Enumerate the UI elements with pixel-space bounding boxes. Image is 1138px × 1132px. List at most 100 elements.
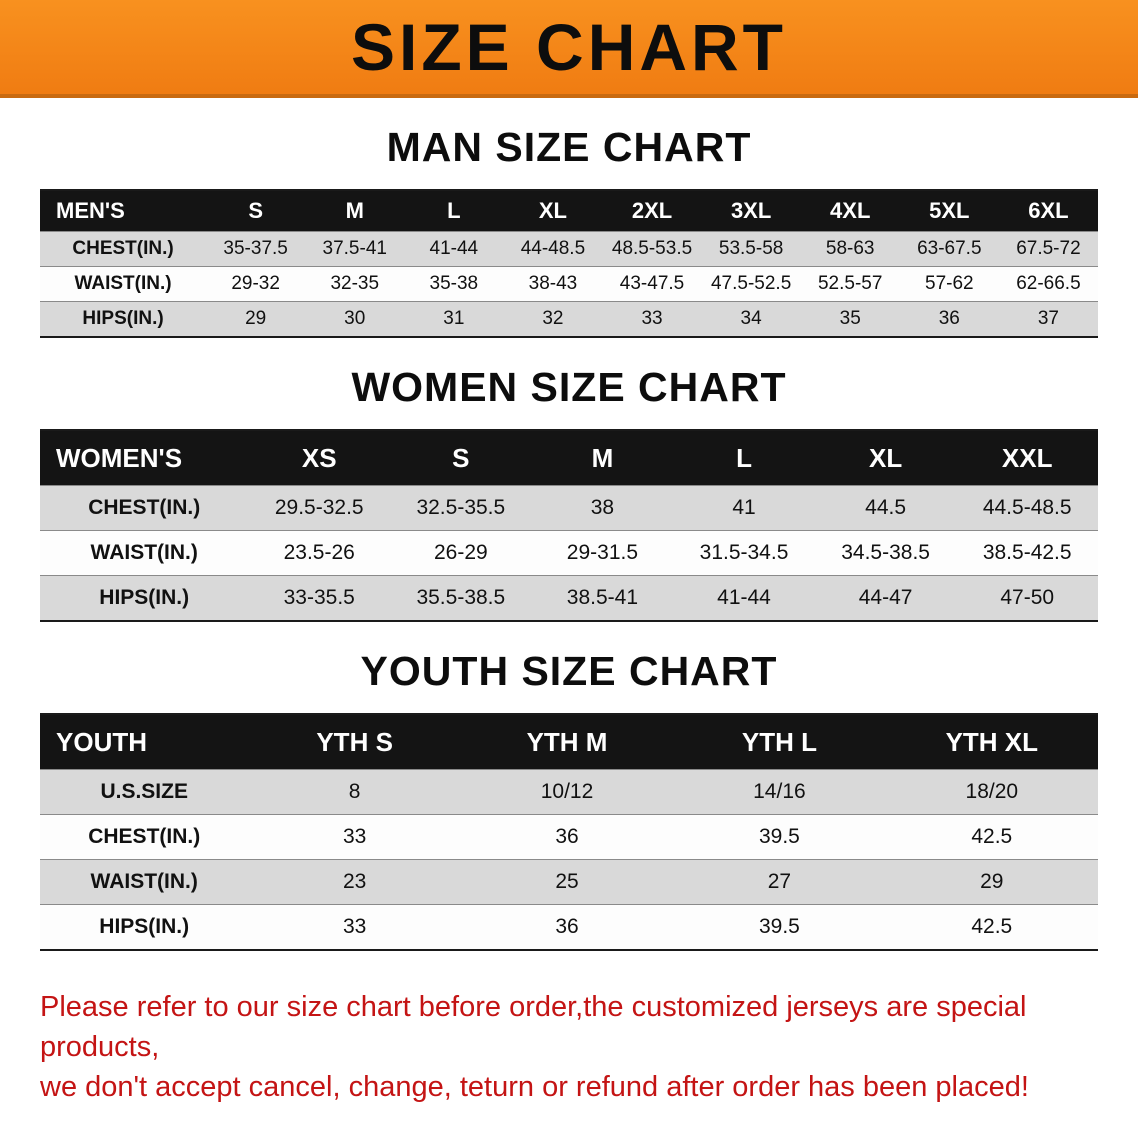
column-header: XL — [503, 190, 603, 232]
table-row: CHEST(IN.) 29.5-32.5 32.5-35.5 38 41 44.5 44.5… — [40, 485, 1098, 531]
table-cell: 33 — [248, 814, 461, 860]
disclaimer-text: Please refer to our size chart before or… — [40, 987, 1098, 1107]
table-cell: 47-50 — [956, 575, 1098, 621]
youth-size-chart-heading: YOUTH SIZE CHART — [360, 648, 778, 694]
table-cell: 58-63 — [800, 231, 900, 267]
table-cell: 27 — [673, 859, 886, 905]
table-cell: 35-38 — [404, 266, 504, 302]
table-cell: 31 — [404, 301, 504, 337]
column-header: 3XL — [701, 190, 801, 232]
table-group-label: MEN'S — [40, 190, 207, 232]
table-cell: 38.5-41 — [531, 575, 674, 621]
table-cell: 23 — [248, 859, 461, 905]
disclaimer-line-2: we don't accept cancel, change, teturn o… — [40, 1071, 1029, 1104]
column-header: L — [404, 190, 504, 232]
size-chart-banner: SIZE CHART — [0, 0, 1138, 98]
table-cell: 32-35 — [305, 266, 405, 302]
womens-size-table: WOMEN'S XS S M L XL XXL CHEST(IN.) 29.5-32.5 32.5… — [40, 429, 1098, 622]
table-row: WAIST(IN.) 23 25 27 29 — [40, 859, 1098, 905]
column-header: YTH M — [460, 714, 674, 770]
section-men: MAN SIZE CHART MEN'S S M L XL 2XL 3XL 4XL 5XL 6XL… — [0, 124, 1138, 338]
column-header: 2XL — [602, 190, 702, 232]
column-header: XL — [814, 430, 957, 486]
table-cell: 42.5 — [885, 814, 1098, 860]
table-header-row: WOMEN'S XS S M L XL XXL — [40, 430, 1098, 486]
table-cell: 39.5 — [673, 904, 886, 950]
column-header: S — [206, 190, 306, 232]
table-row: WAIST(IN.) 23.5-26 26-29 29-31.5 31.5-34.5 34… — [40, 530, 1098, 576]
table-cell: 8 — [248, 769, 461, 815]
table-group-label: YOUTH — [40, 714, 249, 770]
column-header: L — [673, 430, 815, 486]
table-cell: 33-35.5 — [248, 575, 391, 621]
table-cell: 57-62 — [899, 266, 999, 302]
table-cell: 32 — [503, 301, 603, 337]
column-header: S — [390, 430, 532, 486]
section-women: WOMEN SIZE CHART WOMEN'S XS S M L XL XXL CHEST(… — [0, 364, 1138, 622]
column-header: M — [531, 430, 674, 486]
table-row: CHEST(IN.) 35-37.5 37.5-41 41-44 44-48.5 48.5… — [40, 231, 1098, 267]
disclaimer-line-1: Please refer to our size chart before or… — [40, 991, 1027, 1064]
table-cell: 25 — [460, 859, 674, 905]
table-cell: 43-47.5 — [602, 266, 702, 302]
table-cell: 36 — [460, 814, 674, 860]
table-row: HIPS(IN.) 33 36 39.5 42.5 — [40, 904, 1098, 950]
table-row: WAIST(IN.) 29-32 32-35 35-38 38-43 43-47.5 47.… — [40, 266, 1098, 302]
table-cell: 44.5 — [814, 485, 957, 531]
youth-size-table: YOUTH YTH S YTH M YTH L YTH XL U.S.SIZE 8 10/12… — [40, 713, 1098, 951]
table-cell: 33 — [248, 904, 461, 950]
table-cell: 41 — [673, 485, 815, 531]
table-cell: 29.5-32.5 — [248, 485, 391, 531]
table-cell: 32.5-35.5 — [390, 485, 532, 531]
column-header: YTH XL — [885, 714, 1098, 770]
table-cell: 37.5-41 — [305, 231, 405, 267]
table-cell: 39.5 — [673, 814, 886, 860]
row-label: HIPS(IN.) — [40, 904, 249, 950]
table-cell: 44-47 — [814, 575, 957, 621]
table-row: U.S.SIZE 8 10/12 14/16 18/20 — [40, 769, 1098, 815]
row-label: WAIST(IN.) — [40, 530, 249, 576]
column-header: 4XL — [800, 190, 900, 232]
table-cell: 36 — [899, 301, 999, 337]
column-header: YTH S — [248, 714, 461, 770]
table-row: HIPS(IN.) 29 30 31 32 33 34 35 36 37 — [40, 301, 1098, 337]
table-header-row: YOUTH YTH S YTH M YTH L YTH XL — [40, 714, 1098, 770]
column-header: XXL — [956, 430, 1098, 486]
table-cell: 10/12 — [460, 769, 674, 815]
table-cell: 44.5-48.5 — [956, 485, 1098, 531]
table-cell: 36 — [460, 904, 674, 950]
women-size-chart-heading: WOMEN SIZE CHART — [351, 364, 787, 410]
table-cell: 48.5-53.5 — [602, 231, 702, 267]
table-cell: 63-67.5 — [899, 231, 999, 267]
table-cell: 34 — [701, 301, 801, 337]
table-cell: 42.5 — [885, 904, 1098, 950]
page-title: SIZE CHART — [351, 10, 787, 84]
table-group-label: WOMEN'S — [40, 430, 249, 486]
table-cell: 37 — [998, 301, 1098, 337]
section-youth: YOUTH SIZE CHART YOUTH YTH S YTH M YTH L YTH… — [0, 648, 1138, 951]
table-cell: 31.5-34.5 — [673, 530, 815, 576]
table-cell: 23.5-26 — [248, 530, 391, 576]
table-cell: 35 — [800, 301, 900, 337]
table-cell: 29-32 — [206, 266, 306, 302]
row-label: WAIST(IN.) — [40, 266, 207, 302]
row-label: CHEST(IN.) — [40, 814, 249, 860]
row-label: CHEST(IN.) — [40, 231, 207, 267]
table-cell: 38 — [531, 485, 674, 531]
table-cell: 29 — [206, 301, 306, 337]
row-label: U.S.SIZE — [40, 769, 249, 815]
table-row: CHEST(IN.) 33 36 39.5 42.5 — [40, 814, 1098, 860]
table-cell: 52.5-57 — [800, 266, 900, 302]
table-cell: 41-44 — [673, 575, 815, 621]
mens-size-table: MEN'S S M L XL 2XL 3XL 4XL 5XL 6XL CHEST(IN.) 35-37… — [40, 189, 1098, 338]
table-cell: 44-48.5 — [503, 231, 603, 267]
column-header: 6XL — [998, 190, 1098, 232]
table-cell: 35.5-38.5 — [390, 575, 532, 621]
row-label: CHEST(IN.) — [40, 485, 249, 531]
table-header-row: MEN'S S M L XL 2XL 3XL 4XL 5XL 6XL — [40, 190, 1098, 232]
table-cell: 38-43 — [503, 266, 603, 302]
table-cell: 26-29 — [390, 530, 532, 576]
table-cell: 38.5-42.5 — [956, 530, 1098, 576]
row-label: HIPS(IN.) — [40, 301, 207, 337]
table-cell: 30 — [305, 301, 405, 337]
